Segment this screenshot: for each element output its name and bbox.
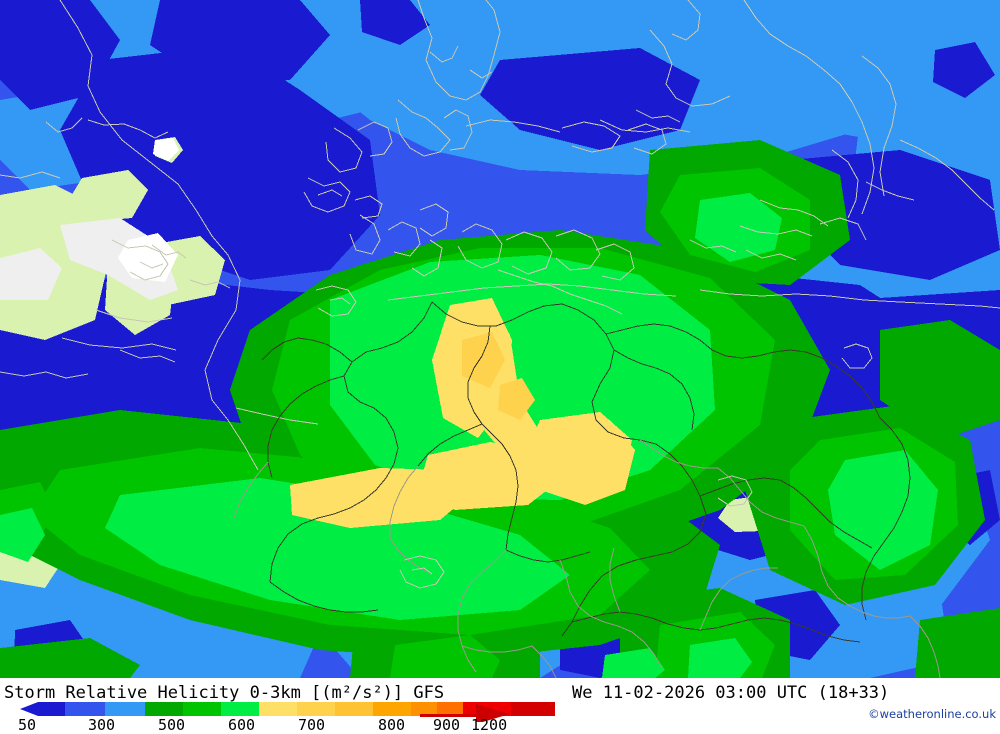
colorbar-swatch-0 xyxy=(38,702,65,716)
colorbar-swatch-13 xyxy=(511,702,555,716)
colorbar-swatch-7 xyxy=(297,702,335,716)
colorbar-tick-1200: 1200 xyxy=(471,716,508,734)
colorbar-legend[interactable]: 50 300 500 600 700 800 900 1200 xyxy=(0,702,555,734)
colorbar-tick-900: 900 xyxy=(433,716,461,734)
colorbar-swatch-9 xyxy=(373,702,411,716)
colorbar-swatch-4 xyxy=(183,702,221,716)
copyright-label: ©weatheronline.co.uk xyxy=(868,707,996,721)
colorbar-swatch-8 xyxy=(335,702,373,716)
map-title: Storm Relative Helicity 0-3km [(m²/s²)] … xyxy=(4,683,445,703)
colorbar-tick-600: 600 xyxy=(228,716,256,734)
weather-map-canvas[interactable] xyxy=(0,0,1000,678)
colorbar-swatch-6 xyxy=(259,702,297,716)
colorbar-swatch-5 xyxy=(221,702,259,716)
colorbar-tick-700: 700 xyxy=(298,716,326,734)
colorbar-swatch-11 xyxy=(437,702,463,716)
colorbar-tick-800: 800 xyxy=(378,716,406,734)
colorbar-over-arrow-icon xyxy=(420,704,510,722)
colorbar-under-arrow-icon xyxy=(20,702,38,716)
colorbar-tick-300: 300 xyxy=(88,716,116,734)
colorbar-tick-50: 50 xyxy=(18,716,37,734)
helicity-contour-field xyxy=(0,0,1000,678)
colorbar-swatch-3 xyxy=(145,702,183,716)
colorbar-swatch-2 xyxy=(105,702,145,716)
map-valid-time: We 11-02-2026 03:00 UTC (18+33) xyxy=(572,683,890,703)
map-footer: Storm Relative Helicity 0-3km [(m²/s²)] … xyxy=(0,678,1000,734)
colorbar-tick-labels: 50 300 500 600 700 800 900 1200 xyxy=(0,716,520,734)
colorbar-swatch-10 xyxy=(411,702,437,716)
colorbar-swatch-1 xyxy=(65,702,105,716)
colorbar-tick-500: 500 xyxy=(158,716,186,734)
